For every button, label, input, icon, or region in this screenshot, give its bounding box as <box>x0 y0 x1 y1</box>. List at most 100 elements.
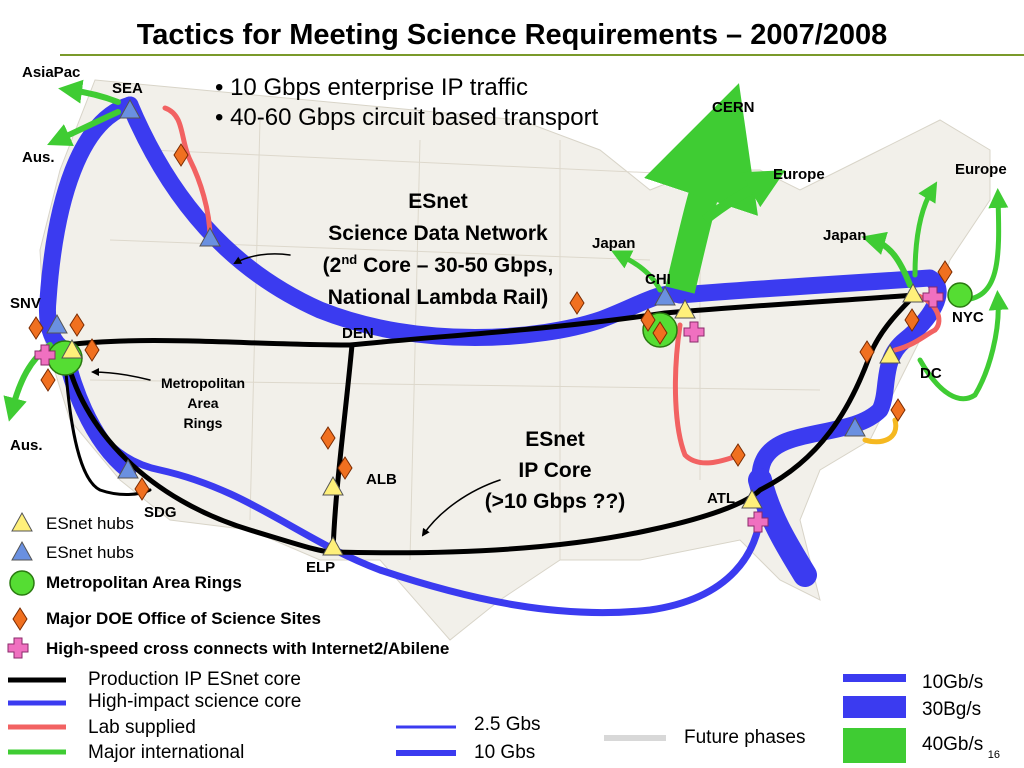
doe-site <box>890 398 906 422</box>
map-label: Aus. <box>10 437 43 454</box>
doe-site <box>640 308 656 332</box>
hub <box>741 488 763 509</box>
legend-text: 30Bg/s <box>922 699 981 720</box>
map-label: ELP <box>306 559 335 576</box>
title: Tactics for Meeting Science Requirements… <box>137 19 888 51</box>
cross-connect <box>747 511 769 533</box>
legend-text: Major international <box>88 742 244 763</box>
international-line <box>912 181 938 278</box>
lab-line <box>162 105 213 241</box>
doe-site <box>69 313 85 337</box>
sdn-line <box>121 96 947 489</box>
map-label: CHI <box>645 271 671 288</box>
note-line: IP Core <box>518 459 591 482</box>
legend-text: Major DOE Office of Science Sites <box>46 609 321 628</box>
callout-arrow <box>421 479 501 537</box>
map-label: NYC <box>952 309 984 326</box>
hub <box>322 475 344 496</box>
hub <box>117 458 139 479</box>
bullet-text: 40-60 Gbps circuit based transport <box>230 104 599 131</box>
international-line <box>47 109 121 146</box>
legend-text: 40Gb/s <box>922 734 983 755</box>
cross-connect <box>683 321 705 343</box>
future-line <box>862 417 899 445</box>
map-labels: AsiaPac SEA Aus. Aus. SNV DEN CERN Europ… <box>10 64 1007 576</box>
state-border <box>89 379 821 391</box>
hub <box>322 535 344 556</box>
ip-core-line <box>330 342 355 555</box>
map-layer <box>3 54 1024 763</box>
map-label: AsiaPac <box>22 64 80 81</box>
cross-connect <box>922 286 944 308</box>
doe-site <box>730 443 746 467</box>
map-label: SEA <box>112 80 143 97</box>
legend-swatch <box>843 728 906 763</box>
hub <box>674 298 696 319</box>
ip-core-line <box>62 347 873 556</box>
legend-text: ESnet hubs <box>46 514 134 533</box>
international-line <box>861 231 913 288</box>
hub <box>119 98 141 119</box>
metro-note: Metropolitan Area Rings <box>161 375 245 431</box>
text-layer: Tactics for Meeting Science Requirements… <box>10 19 1007 763</box>
international-line <box>917 290 1009 402</box>
legend-text: High-speed cross connects with Internet2… <box>46 639 449 658</box>
doe-site <box>937 260 953 284</box>
sdn-note: ESnet Science Data Network (2nd Core – 3… <box>323 190 554 309</box>
doe-site <box>859 340 875 364</box>
map-label: ATL <box>707 490 735 507</box>
doe-site <box>40 368 56 392</box>
hub <box>46 313 68 334</box>
legend-text: Metropolitan Area Rings <box>46 573 242 592</box>
map-label: SNV <box>10 295 41 312</box>
map-label: DEN <box>342 325 374 342</box>
cross-connect <box>7 637 29 659</box>
bullet-text: 10 Gbps enterprise IP traffic <box>230 74 528 101</box>
note-line: Area <box>187 395 218 411</box>
map-label: Japan <box>823 227 866 244</box>
legend-text: Lab supplied <box>88 717 196 738</box>
doe-site <box>134 477 150 501</box>
callout-arrow <box>91 368 151 381</box>
state-border <box>249 119 261 521</box>
map-label: Europe <box>773 166 825 183</box>
hub <box>11 540 33 561</box>
legend-text: Production IP ESnet core <box>88 669 301 690</box>
international-line <box>611 250 663 293</box>
map-label: Europe <box>955 161 1007 178</box>
state-border <box>149 149 701 176</box>
note-line: ESnet <box>525 428 585 451</box>
lab-line <box>672 322 743 466</box>
legend-swatch <box>843 696 906 718</box>
doe-site <box>320 426 336 450</box>
ip-core-note: ESnet IP Core (>10 Gbps ??) <box>485 428 626 513</box>
hub <box>879 343 901 364</box>
international-line <box>58 79 121 105</box>
note-sup: nd <box>341 252 357 267</box>
international-line <box>644 83 758 294</box>
map-label: DC <box>920 365 942 382</box>
map-label: SDG <box>144 504 177 521</box>
note-line: ESnet <box>408 190 468 213</box>
doe-site <box>84 338 100 362</box>
note-part: Core – 30-50 Gbps, <box>357 254 553 277</box>
legend-text: High-impact science core <box>88 691 301 712</box>
legend-text: ESnet hubs <box>46 543 134 562</box>
doe-site <box>337 456 353 480</box>
bullet: • 10 Gbps enterprise IP traffic <box>215 74 528 101</box>
ip-core-line <box>63 358 152 496</box>
symbol-legend: ESnet hubs ESnet hubs Metropolitan Area … <box>46 514 449 658</box>
note-line: Metropolitan <box>161 375 245 391</box>
doe-site <box>904 308 920 332</box>
doe-site <box>652 321 668 345</box>
doe-site <box>173 143 189 167</box>
doe-site <box>569 291 585 315</box>
map-label: Aus. <box>22 149 55 166</box>
line-legend: Production IP ESnet core High-impact sci… <box>88 669 983 763</box>
lab-line <box>892 327 938 353</box>
metro-ring <box>947 282 973 308</box>
note-line: National Lambda Rail) <box>328 286 549 309</box>
legend-swatch <box>843 674 906 682</box>
bullet: • 40-60 Gbps circuit based transport <box>215 104 599 131</box>
